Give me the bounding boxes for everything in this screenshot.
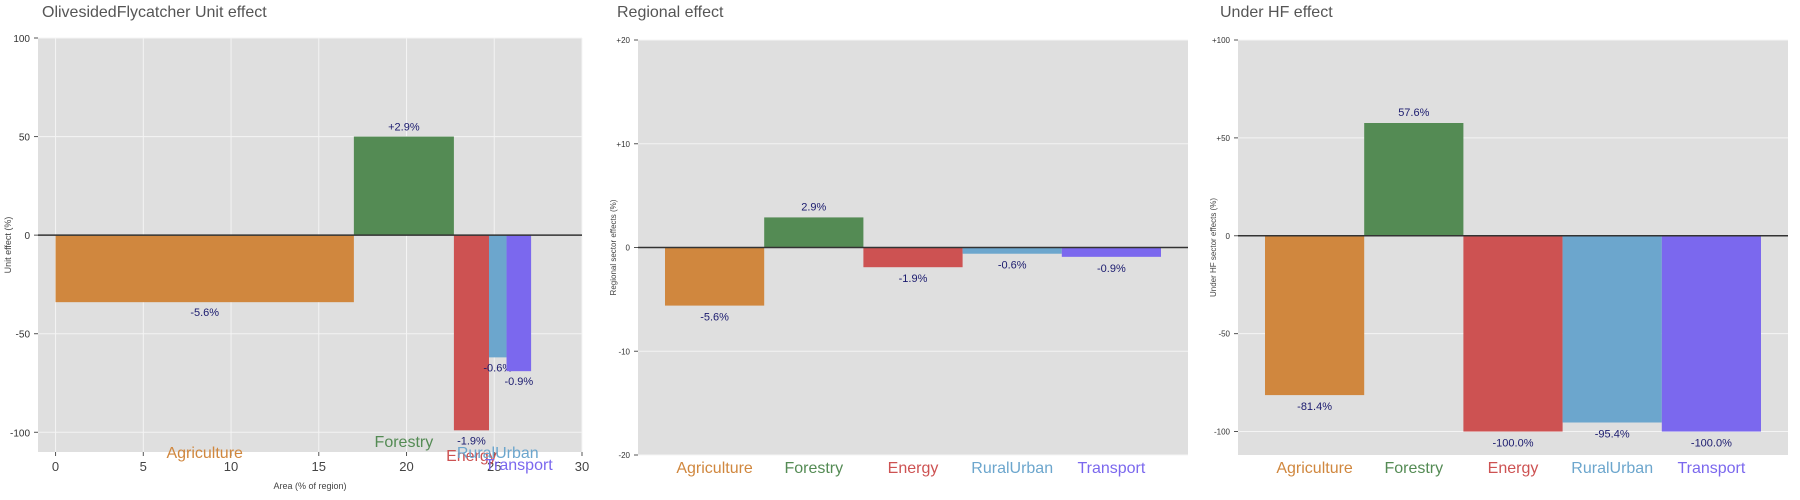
category-label-ruralurban: RuralUrban [971, 460, 1053, 477]
regional-effect-chart: +20 +10 0 -10 -20 Regional sector effects (%)… [609, 36, 1188, 477]
y-tick-label: +100 [1212, 36, 1231, 45]
x-tick-label: 15 [312, 459, 326, 474]
y-tick-label: -10 [618, 347, 630, 356]
under-hf-effect-chart: +100 +50 0 -50 -100 Under HF sector effects (… [1209, 36, 1788, 477]
y-tick-label: -100 [10, 428, 30, 439]
data-label-energy: -100.0% [1493, 438, 1534, 450]
y-tick-label: 50 [19, 133, 31, 144]
bar-transport [1661, 235, 1761, 432]
data-label-ruralurban: -0.6% [483, 362, 512, 374]
category-label-ruralurban: RuralUrban [457, 445, 539, 462]
category-label-energy: Energy [1488, 460, 1539, 477]
category-label-transport: Transport [1077, 460, 1145, 477]
y-tick-label: +50 [1216, 134, 1230, 143]
bar-forestry [764, 217, 864, 248]
bar-ruralurban [1562, 235, 1662, 423]
bar-energy [1463, 235, 1563, 432]
y-tick-label: 0 [24, 231, 30, 242]
category-label-forestry: Forestry [1384, 460, 1443, 477]
data-label-forestry: 2.9% [801, 201, 826, 213]
category-label-energy: Energy [446, 448, 497, 465]
y-tick-label: -50 [16, 330, 31, 341]
unit-effect-title: OlivesidedFlycatcher Unit effect [42, 4, 267, 21]
bar-energy [863, 247, 963, 268]
data-label-agriculture: -81.4% [1297, 401, 1332, 413]
y-tick-label: 100 [13, 34, 30, 45]
data-label-agriculture: -5.6% [190, 307, 219, 319]
y-tick-label: -100 [1214, 428, 1231, 437]
category-label-ruralurban: RuralUrban [1571, 460, 1653, 477]
category-label-agriculture: Agriculture [166, 445, 243, 462]
x-tick-label: 20 [399, 459, 413, 474]
under-hf-effect-title: Under HF effect [1220, 4, 1333, 21]
x-tick-label: 25 [487, 459, 501, 474]
data-label-transport: -0.9% [504, 376, 533, 388]
category-label-forestry: Forestry [784, 460, 843, 477]
bar-agriculture [55, 235, 354, 303]
bar-forestry [1364, 123, 1464, 236]
data-label-energy: -1.9% [457, 435, 486, 447]
data-label-ruralurban: -0.6% [998, 260, 1027, 272]
category-label-forestry: Forestry [375, 434, 434, 451]
data-label-energy: -1.9% [899, 273, 928, 285]
bar-transport [506, 235, 532, 372]
y-axis-title: Regional sector effects (%) [609, 199, 618, 295]
bar-energy [453, 235, 489, 431]
data-label-forestry: +2.9% [388, 122, 420, 134]
x-tick-label: 0 [52, 459, 59, 474]
category-label-agriculture: Agriculture [1276, 460, 1353, 477]
data-label-ruralurban: -95.4% [1595, 429, 1630, 441]
x-tick-label: 5 [140, 459, 147, 474]
bar-agriculture [665, 247, 765, 306]
unit-effect-chart: 100 50 0 -50 -100 0 5 10 15 20 25 30 Area (% of regi… [3, 34, 589, 491]
y-axis-title: Unit effect (%) [3, 217, 13, 274]
x-tick-label: 10 [224, 459, 238, 474]
bar-ruralurban [488, 235, 507, 358]
data-label-agriculture: -5.6% [700, 312, 729, 324]
bar-agriculture [1265, 235, 1365, 396]
category-label-energy: Energy [888, 460, 939, 477]
y-tick-label: +10 [616, 140, 630, 149]
data-label-forestry: 57.6% [1398, 107, 1429, 119]
category-label-transport: Transport [485, 457, 553, 474]
y-tick-label: 0 [1226, 232, 1231, 241]
y-tick-label: -50 [1218, 330, 1230, 339]
y-tick-label: 0 [626, 244, 631, 253]
x-tick-label: 30 [575, 459, 589, 474]
y-axis-title: Under HF sector effects (%) [1209, 198, 1218, 297]
x-axis-title: Area (% of region) [273, 481, 346, 491]
bar-transport [1061, 247, 1161, 257]
bar-forestry [353, 136, 454, 236]
data-label-transport: -0.9% [1097, 263, 1126, 275]
category-label-transport: Transport [1677, 460, 1745, 477]
regional-effect-title: Regional effect [617, 4, 724, 21]
bar-ruralurban [962, 247, 1062, 254]
y-tick-label: +20 [616, 36, 630, 45]
data-label-transport: -100.0% [1691, 438, 1732, 450]
category-label-agriculture: Agriculture [676, 460, 753, 477]
y-tick-label: -20 [618, 451, 630, 460]
